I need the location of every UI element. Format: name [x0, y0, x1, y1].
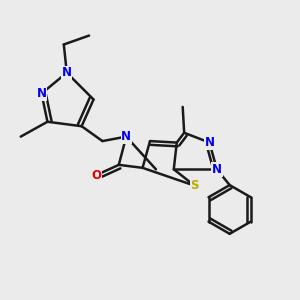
Text: N: N	[204, 136, 214, 149]
Text: S: S	[190, 179, 199, 192]
Text: N: N	[121, 130, 131, 143]
Text: O: O	[91, 169, 101, 182]
Text: N: N	[62, 66, 72, 79]
Text: N: N	[37, 87, 46, 100]
Text: N: N	[212, 163, 222, 176]
